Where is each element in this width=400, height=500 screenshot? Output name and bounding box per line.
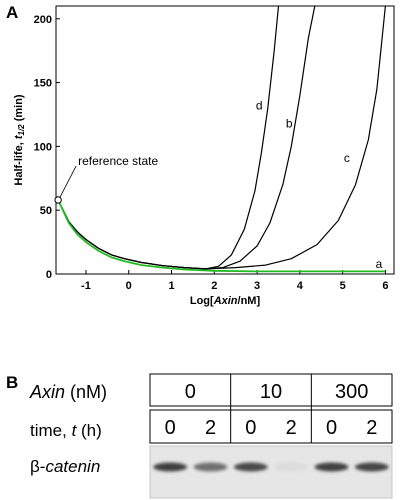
time-label: 2 <box>205 417 216 439</box>
y-tick-label: 150 <box>34 78 52 90</box>
chart-series <box>57 6 386 273</box>
chart-labels: d b c a <box>256 99 383 271</box>
catenin-band <box>314 462 349 472</box>
x-axis-title-pre: Log[ <box>190 295 214 307</box>
reference-state-leader <box>59 165 77 198</box>
plot-frame <box>55 5 395 275</box>
y-tick-label: 100 <box>34 141 52 153</box>
half-life-chart: -1 0 1 2 3 4 5 6 0 50 100 150 200 d b c a reference sta… <box>13 5 395 307</box>
series-line-c <box>57 6 386 270</box>
series-line-d <box>57 6 280 270</box>
time-row-label-unit: (h) <box>76 421 102 440</box>
x-tick-label: 2 <box>211 280 217 292</box>
curve-label-b: b <box>286 116 293 130</box>
x-axis-title: Log[Axin/nM] <box>190 295 261 307</box>
axin-row-label: Axin (nM) <box>29 382 107 402</box>
catenin-band <box>233 462 268 472</box>
x-tick-label: -1 <box>81 280 91 292</box>
y-axis-title-pre: Half-life, <box>13 139 25 185</box>
x-tick-label: 3 <box>254 280 260 292</box>
catenin-band <box>193 462 228 472</box>
catenin-band <box>354 462 389 472</box>
time-row-label-pre: time, <box>30 421 72 440</box>
concentration-label: 300 <box>335 381 368 403</box>
time-row-label-var: t <box>72 421 78 440</box>
x-tick-label: 6 <box>382 280 388 292</box>
y-axis-title: Half-life, t1/2 (min) <box>13 94 26 186</box>
curve-label-a: a <box>376 257 383 271</box>
time-label: 2 <box>366 417 377 439</box>
axin-row-label-var: Axin <box>29 382 65 402</box>
reference-state-marker <box>54 196 62 204</box>
time-row-label: time, t (h) <box>30 421 102 440</box>
y-tick-label: 50 <box>40 205 52 217</box>
reference-state-label: reference state <box>78 154 158 168</box>
x-tick-label: 4 <box>297 280 304 292</box>
curve-label-d: d <box>256 99 263 113</box>
chart-ticks: -1 0 1 2 3 4 5 6 0 50 100 150 200 <box>34 14 389 292</box>
chart-annotation: reference state <box>54 154 159 204</box>
time-label: 0 <box>165 417 176 439</box>
x-tick-label: 1 <box>168 280 174 292</box>
x-axis-title-var: Axin <box>213 295 238 307</box>
y-axis-title-post: (min) <box>13 94 25 124</box>
y-tick-label: 200 <box>34 14 52 26</box>
time-label: 0 <box>245 417 256 439</box>
time-label: 2 <box>286 417 297 439</box>
x-tick-label: 5 <box>340 280 346 292</box>
time-label: 0 <box>326 417 337 439</box>
concentration-label: 10 <box>260 381 282 403</box>
concentration-row-frame <box>149 373 393 407</box>
y-axis-title-var: t <box>13 134 25 139</box>
series-line-a <box>57 199 386 273</box>
x-tick-label: 0 <box>126 280 132 292</box>
blot-membrane <box>149 445 393 499</box>
y-axis-title-sub: 1/2 <box>17 124 26 136</box>
time-row-frame <box>149 409 393 444</box>
catenin-band <box>153 462 188 472</box>
catenin-row-label: β-catenin <box>30 457 100 476</box>
catenin-row-label-var: catenin <box>45 457 100 476</box>
series-line-b <box>57 6 316 270</box>
y-tick-label: 0 <box>46 269 52 281</box>
panel-b-label: B <box>6 373 18 392</box>
panel-a-label: A <box>6 3 18 22</box>
concentration-label: 0 <box>185 381 196 403</box>
curve-label-c: c <box>344 151 350 165</box>
blot-image <box>149 445 393 499</box>
catenin-row-label-prefix: β- <box>30 457 45 476</box>
axin-row-label-unit: (nM) <box>65 382 107 402</box>
x-axis-title-post: /nM] <box>238 295 261 307</box>
catenin-band <box>274 462 309 472</box>
